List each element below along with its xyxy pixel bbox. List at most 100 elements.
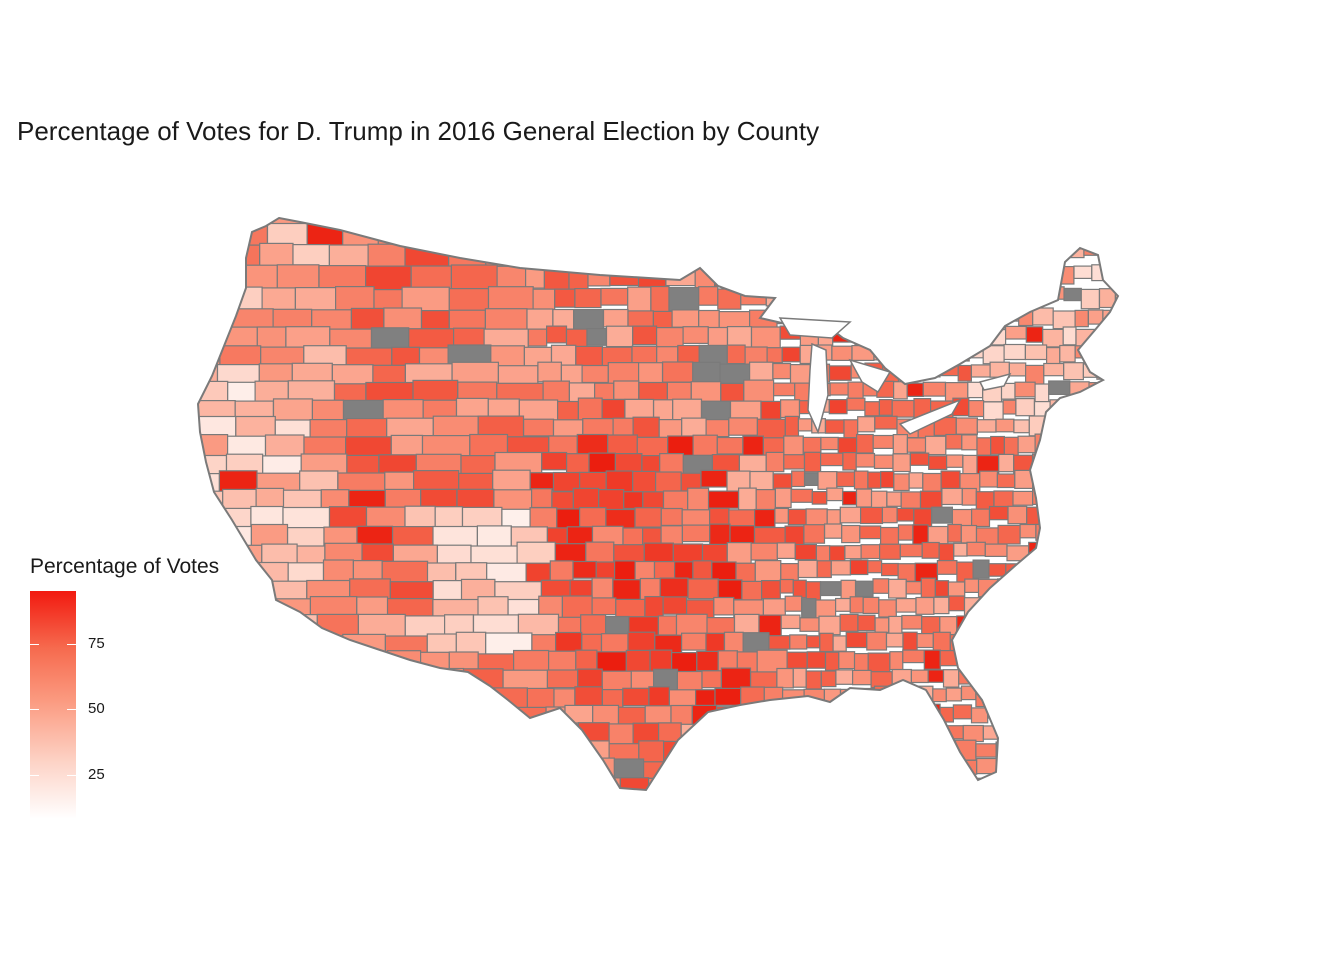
legend-tick-mark-25: [30, 775, 39, 776]
county-cell: [1085, 758, 1106, 776]
county-cell: [1044, 202, 1065, 217]
county-cell: [824, 794, 843, 811]
county-cell: [867, 471, 882, 489]
county-cell: [665, 264, 696, 287]
county-cell: [828, 545, 846, 563]
county-cell: [1129, 220, 1146, 233]
county-cell: [1020, 704, 1042, 719]
county-cell: [839, 506, 862, 524]
county-cell: [803, 472, 819, 486]
county-cell: [783, 454, 806, 470]
county-cell: [442, 688, 488, 717]
county-cell: [613, 380, 640, 400]
county-cell: [904, 706, 925, 720]
county-cell: [662, 740, 692, 764]
county-cell: [541, 451, 568, 471]
county-cell: [554, 288, 576, 308]
county-cell: [486, 687, 529, 721]
county-cell: [572, 560, 597, 579]
county-cell: [596, 242, 629, 265]
county-cell: [885, 222, 908, 244]
county-cell: [745, 758, 768, 781]
county-cell: [855, 488, 873, 508]
county-cell: [760, 579, 781, 600]
county-cell: [772, 362, 792, 380]
county-cell: [984, 597, 1000, 617]
county-cell: [846, 397, 866, 411]
county-cell: [657, 615, 678, 636]
county-cell: [934, 580, 950, 598]
county-cell: [1113, 579, 1118, 600]
county-cell: [717, 579, 743, 601]
county-cell: [809, 241, 827, 258]
county-cell: [1025, 326, 1044, 343]
county-cell: [872, 578, 890, 594]
county-cell: [828, 399, 848, 415]
county-cell: [374, 218, 411, 244]
county-cell: [995, 669, 1017, 684]
county-cell: [842, 797, 857, 817]
county-cell: [966, 541, 986, 557]
county-cell: [1106, 346, 1118, 368]
county-cell: [1034, 777, 1055, 790]
county-cell: [836, 471, 856, 488]
county-cell: [870, 310, 889, 332]
county-cell: [198, 311, 228, 340]
county-cell: [420, 651, 450, 695]
county-cell: [668, 287, 700, 312]
legend-title: Percentage of Votes: [30, 555, 220, 578]
county-cell: [198, 218, 232, 232]
county-cell: [1044, 286, 1065, 300]
county-cell: [923, 703, 941, 721]
county-cell: [887, 724, 908, 739]
county-cell: [1104, 507, 1118, 524]
county-cell: [1083, 220, 1098, 235]
color-legend: Percentage of Votes 75 50 25: [30, 555, 270, 825]
county-cell: [998, 597, 1021, 612]
county-cell: [916, 632, 934, 649]
county-cell: [608, 723, 634, 747]
county-cell: [977, 241, 1001, 261]
county-cell: [791, 470, 806, 488]
county-cell: [804, 797, 824, 810]
county-cell: [835, 263, 856, 279]
county-cell: [1045, 633, 1062, 653]
county-cell: [792, 289, 816, 309]
county-cell: [836, 287, 856, 304]
county-cell: [849, 559, 869, 576]
county-cell: [556, 400, 579, 422]
county-cell: [684, 760, 717, 789]
county-cell: [820, 436, 839, 451]
county-cell: [956, 615, 976, 634]
county-cell: [733, 613, 760, 636]
county-cell: [1116, 742, 1118, 760]
county-cell: [530, 488, 553, 509]
county-cell: [922, 797, 943, 816]
county-cell: [537, 361, 563, 383]
county-cell: [936, 776, 954, 790]
county-cell: [1056, 434, 1074, 453]
county-cell: [767, 777, 789, 790]
county-cell: [1000, 265, 1024, 280]
county-cell: [1003, 436, 1019, 457]
county-cell: [996, 473, 1016, 489]
county-fills: [198, 198, 1146, 817]
county-cell: [786, 651, 808, 670]
county-cell: [654, 471, 682, 494]
county-cell: [662, 596, 688, 615]
county-cell: [934, 241, 951, 262]
county-cell: [565, 760, 587, 788]
county-cell: [878, 599, 897, 618]
county-cell: [996, 198, 1015, 213]
county-cell: [680, 723, 708, 750]
county-cell: [693, 797, 721, 814]
county-cell: [995, 759, 1019, 780]
county-cell: [905, 580, 923, 595]
county-cell: [290, 704, 321, 747]
county-cell: [810, 705, 830, 725]
county-cell: [981, 218, 997, 220]
county-cell: [857, 795, 878, 813]
county-cell: [1013, 689, 1030, 704]
county-cell: [788, 798, 803, 817]
county-cell: [1123, 671, 1138, 684]
